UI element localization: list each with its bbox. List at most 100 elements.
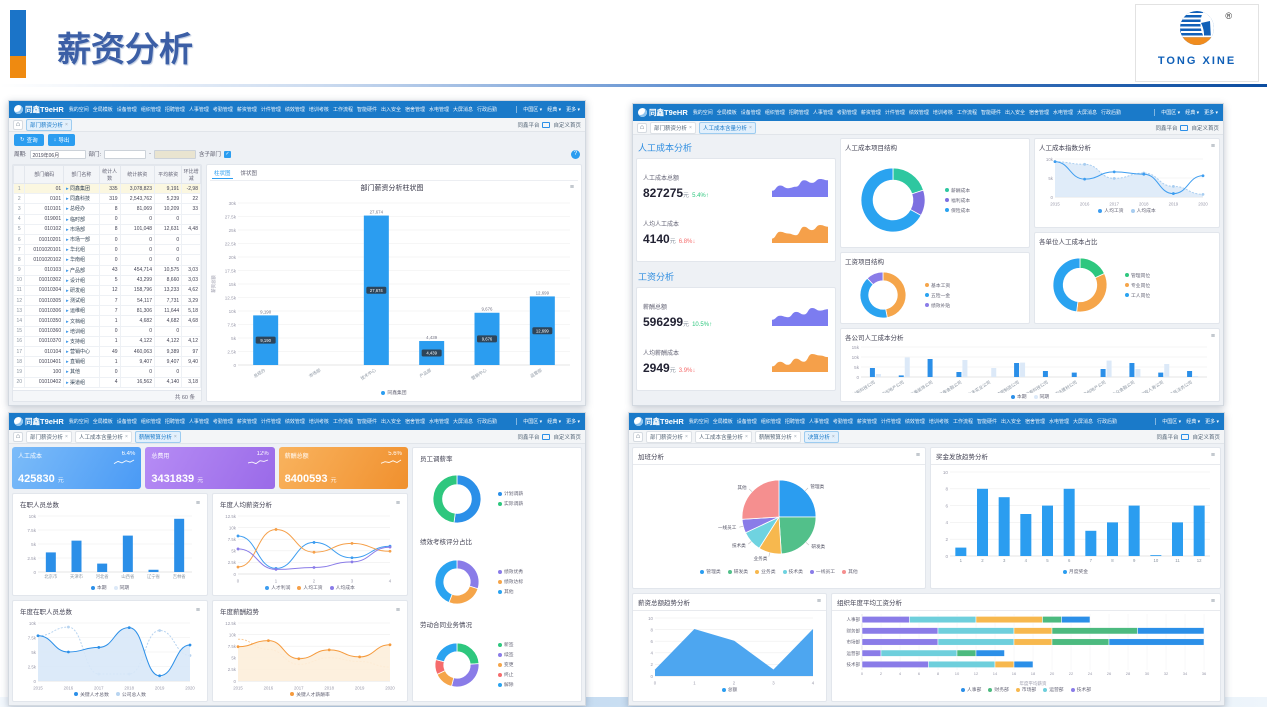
menu-item[interactable]: 我的空间 (68, 107, 89, 113)
user-menu-item[interactable]: 经典 ▾ (547, 419, 562, 425)
tab-close-icon[interactable]: × (124, 433, 128, 440)
legend-item[interactable]: 绩效优秀 (498, 568, 523, 575)
chart-menu-icon[interactable]: ≡ (395, 606, 400, 614)
menu-item[interactable]: 宿舍管理 (404, 107, 425, 113)
legend-item[interactable]: 市场部 (1015, 686, 1036, 693)
tab-close-icon[interactable]: × (793, 433, 797, 440)
menu-item[interactable]: 培训考核 (932, 110, 953, 116)
menu-item[interactable]: 全局模板 (712, 419, 733, 425)
legend-item[interactable]: 其他 (498, 588, 514, 595)
legend-item[interactable]: 终止 (498, 671, 514, 678)
user-menu-item[interactable]: 中国区 ▾ (1162, 419, 1182, 425)
column-header[interactable]: 统计薪资 (119, 165, 156, 184)
menu-item[interactable]: 绩效管理 (904, 419, 925, 425)
legend-item[interactable]: 财务部 (988, 686, 1009, 693)
table-row[interactable]: 601010201市场一部000 (13, 233, 201, 246)
tab-1[interactable]: 部门薪资分析 × (646, 430, 692, 443)
legend-item[interactable]: 变更 (498, 661, 514, 668)
menu-item[interactable]: 行政后勤 (1097, 419, 1118, 425)
menu-item[interactable]: 人事管理 (812, 110, 833, 116)
home-icon[interactable]: ⌂ (633, 431, 643, 442)
menu-item[interactable]: 全局模板 (92, 107, 113, 113)
column-header[interactable]: 部门编码 (24, 165, 65, 184)
menu-item[interactable]: 人事管理 (188, 107, 209, 113)
menu-item[interactable]: 行政后勤 (477, 107, 498, 113)
menu-item[interactable]: 宿舍管理 (1028, 110, 1049, 116)
menu-item[interactable]: 大屏消息 (1077, 110, 1098, 116)
tab-4[interactable]: 决算分析 × (803, 430, 839, 443)
chart-menu-icon[interactable]: ≡ (569, 184, 574, 191)
tab-1[interactable]: 部门薪资分析 × (26, 430, 72, 443)
user-menu-item[interactable]: 更多 ▾ (566, 419, 580, 425)
menu-item[interactable]: 招聘管理 (164, 107, 185, 113)
legend-item[interactable]: 人事部 (960, 686, 981, 693)
legend-item[interactable]: 技术类 (782, 568, 803, 575)
menu-item[interactable]: 计件管理 (884, 110, 905, 116)
menu-item[interactable]: 智能硬件 (980, 110, 1001, 116)
customize-home-link[interactable]: 自定义首页 (1192, 434, 1220, 441)
menu-item[interactable]: 工作流程 (332, 107, 353, 113)
menu-item[interactable]: 出入安全 (1000, 419, 1021, 425)
tab-close-icon[interactable]: × (173, 433, 177, 440)
menu-item[interactable]: 人事管理 (188, 419, 209, 425)
menu-item[interactable]: 组织管理 (764, 110, 785, 116)
legend-item[interactable]: 本期 (90, 584, 107, 591)
menu-item[interactable]: 出入安全 (380, 107, 401, 113)
chart-menu-icon[interactable]: ≡ (195, 606, 200, 614)
table-row[interactable]: 80101020102华南组000 (13, 254, 201, 266)
menu-item[interactable]: 智能硬件 (976, 419, 997, 425)
tab-close-icon[interactable]: × (744, 433, 748, 440)
query-button[interactable]: ↻ 查询 (14, 133, 44, 146)
legend-item[interactable]: 运营部 (1043, 686, 1064, 693)
legend-item[interactable]: 总额 (721, 686, 737, 693)
customize-home-link[interactable]: 自定义首页 (553, 434, 581, 441)
menu-item[interactable]: 绩效管理 (284, 107, 305, 113)
menu-item[interactable]: 培训考核 (928, 419, 949, 425)
menu-item[interactable]: 培训考核 (308, 419, 329, 425)
menu-item[interactable]: 设备管理 (740, 110, 761, 116)
menu-item[interactable]: 行政后勤 (1101, 110, 1122, 116)
legend-item[interactable]: 绩效达标 (498, 578, 523, 585)
chart-menu-icon[interactable]: ≡ (1210, 143, 1215, 150)
legend-item[interactable]: 实际调薪 (498, 500, 523, 507)
menu-item[interactable]: 培训考核 (308, 107, 329, 113)
menu-item[interactable]: 考勤管理 (836, 110, 857, 116)
legend-item[interactable]: 同期 (113, 584, 129, 591)
user-menu-item[interactable]: 更多 ▾ (566, 107, 580, 113)
legend-item[interactable]: 薪酬成本 (945, 187, 970, 194)
legend-item[interactable]: 人均成本 (329, 584, 355, 591)
chart-menu-icon[interactable]: ≡ (1210, 452, 1215, 459)
user-menu-item[interactable]: 中国区 ▾ (1161, 110, 1181, 116)
legend-item[interactable]: 研发类 (727, 568, 748, 575)
dept-to-input[interactable] (153, 149, 196, 159)
legend-item[interactable]: 基本工资 (925, 282, 950, 289)
tab-2[interactable]: 人工成本含量分析 × (698, 121, 756, 134)
legend-item[interactable]: 技术部 (1070, 686, 1091, 693)
tab-2[interactable]: 人工成本含量分析 × (74, 430, 132, 443)
legend-item[interactable]: 福利成本 (945, 197, 970, 204)
legend-item[interactable]: 解除 (498, 681, 514, 688)
menu-item[interactable]: 水电管理 (1049, 419, 1070, 425)
chart-menu-icon[interactable]: ≡ (915, 452, 920, 459)
menu-item[interactable]: 绩效管理 (908, 110, 929, 116)
legend-item[interactable]: 其他 (842, 568, 858, 575)
chart-menu-icon[interactable]: ≡ (1210, 333, 1215, 340)
legend-item[interactable]: 公司总人数 (115, 691, 146, 698)
menu-item[interactable]: 水电管理 (1053, 110, 1074, 116)
tab-1[interactable]: 部门薪资分析 × (26, 118, 72, 131)
menu-item[interactable]: 出入安全 (1004, 110, 1025, 116)
user-menu-item[interactable]: 中国区 ▾ (523, 107, 543, 113)
include-sub-dept-checkbox[interactable]: ✓ (223, 150, 231, 158)
customize-home-link[interactable]: 自定义首页 (1191, 125, 1219, 132)
tab-close-icon[interactable]: × (831, 433, 835, 440)
tab-close-icon[interactable]: × (748, 124, 752, 131)
menu-item[interactable]: 全局模板 (92, 419, 113, 425)
menu-item[interactable]: 薪资管理 (856, 419, 877, 425)
tab-3[interactable]: 薪酬预算分析 × (134, 430, 181, 443)
